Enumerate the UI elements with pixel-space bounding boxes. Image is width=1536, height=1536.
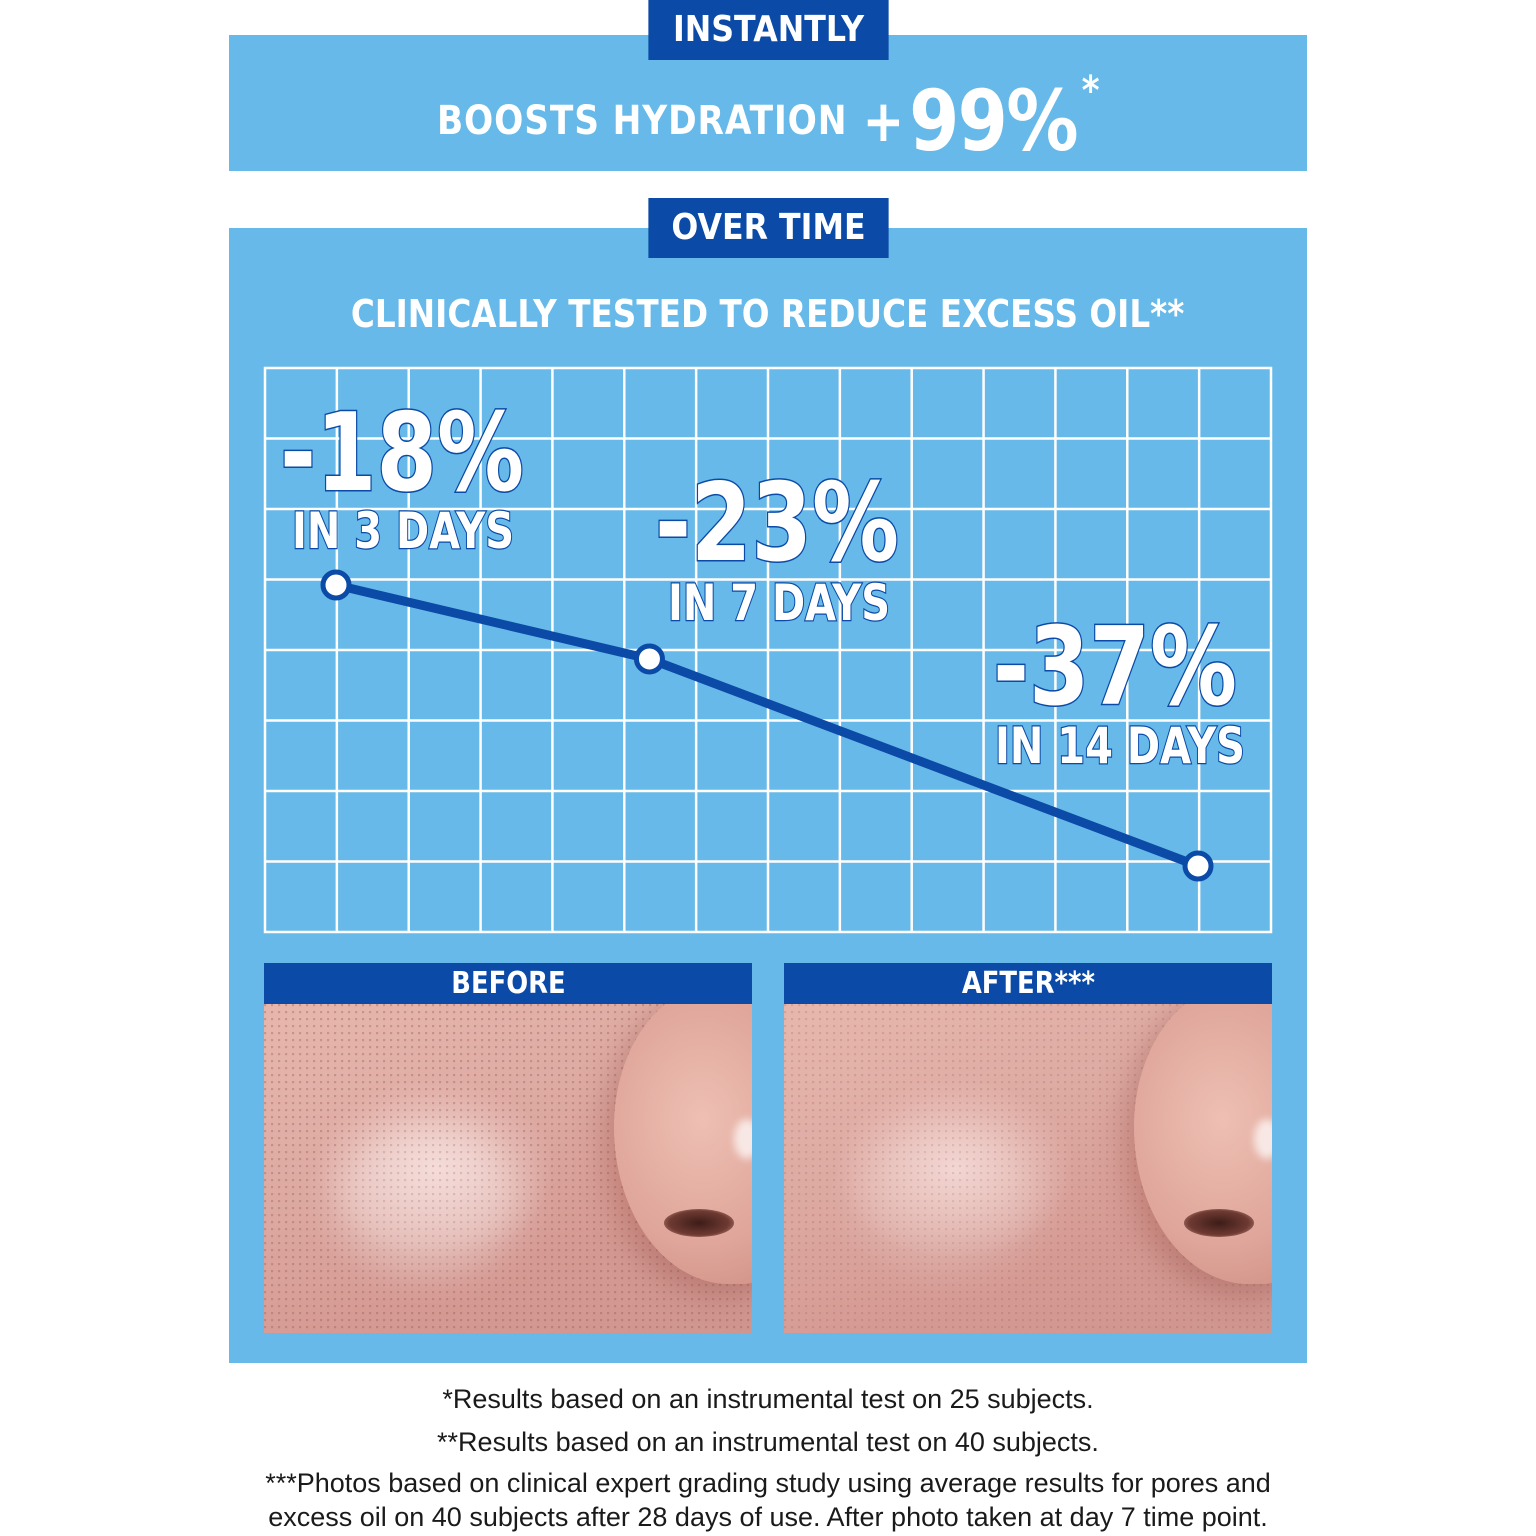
- before-header: BEFORE: [264, 963, 752, 1004]
- chart-points: [320, 569, 1214, 882]
- point-period-label: IN 3 DAYS: [292, 502, 514, 560]
- nostril-shape: [1184, 1209, 1254, 1237]
- hydration-claim-footnote-marker: *: [1081, 68, 1100, 114]
- point-value-label: -37%: [993, 605, 1237, 730]
- footnotes: *Results based on an instrumental test o…: [0, 1380, 1536, 1536]
- cheek-shine: [334, 1124, 524, 1274]
- nose-shine: [734, 1119, 752, 1159]
- cheek-shine: [854, 1124, 1044, 1274]
- data-point: [1182, 850, 1214, 882]
- after-photo-block: AFTER***: [784, 963, 1272, 1333]
- hydration-claim-value: 99%: [908, 72, 1078, 170]
- oil-reduction-chart: -18%IN 3 DAYS -23%IN 7 DAYS -37%IN 14 DAYS: [263, 366, 1273, 934]
- after-label: AFTER***: [961, 966, 1095, 1001]
- data-point: [320, 569, 352, 601]
- before-label: BEFORE: [450, 966, 566, 1001]
- hydration-claim-sign: +: [862, 87, 905, 155]
- after-skin-photo: [784, 1004, 1272, 1333]
- instantly-tab: INSTANTLY: [648, 0, 889, 60]
- point-period-label: IN 7 DAYS: [668, 574, 890, 632]
- chart-point-labels: -18%IN 3 DAYS -23%IN 7 DAYS -37%IN 14 DAYS: [279, 390, 1247, 777]
- nose-shine: [1254, 1119, 1272, 1159]
- before-photo-block: BEFORE: [264, 963, 752, 1333]
- hydration-claim: BOOSTS HYDRATION + 99% *: [0, 68, 1536, 170]
- over-time-tab: OVER TIME: [648, 198, 889, 258]
- nostril-shape: [664, 1209, 734, 1237]
- point-value-label: -23%: [655, 461, 899, 586]
- after-header: AFTER***: [784, 963, 1272, 1004]
- oil-reduction-headline-text: CLINICALLY TESTED TO REDUCE EXCESS OIL**: [351, 292, 1185, 336]
- footnote-one: *Results based on an instrumental test o…: [442, 1384, 1094, 1414]
- point-value-label: -18%: [280, 391, 524, 516]
- footnote-three: ***Photos based on clinical expert gradi…: [265, 1468, 1271, 1532]
- hydration-claim-label: BOOSTS HYDRATION: [436, 98, 848, 144]
- footnote-two: **Results based on an instrumental test …: [437, 1427, 1099, 1457]
- oil-reduction-headline: CLINICALLY TESTED TO REDUCE EXCESS OIL**: [0, 288, 1536, 340]
- data-point: [633, 643, 665, 675]
- before-skin-photo: [264, 1004, 752, 1333]
- point-period-label: IN 14 DAYS: [995, 717, 1245, 775]
